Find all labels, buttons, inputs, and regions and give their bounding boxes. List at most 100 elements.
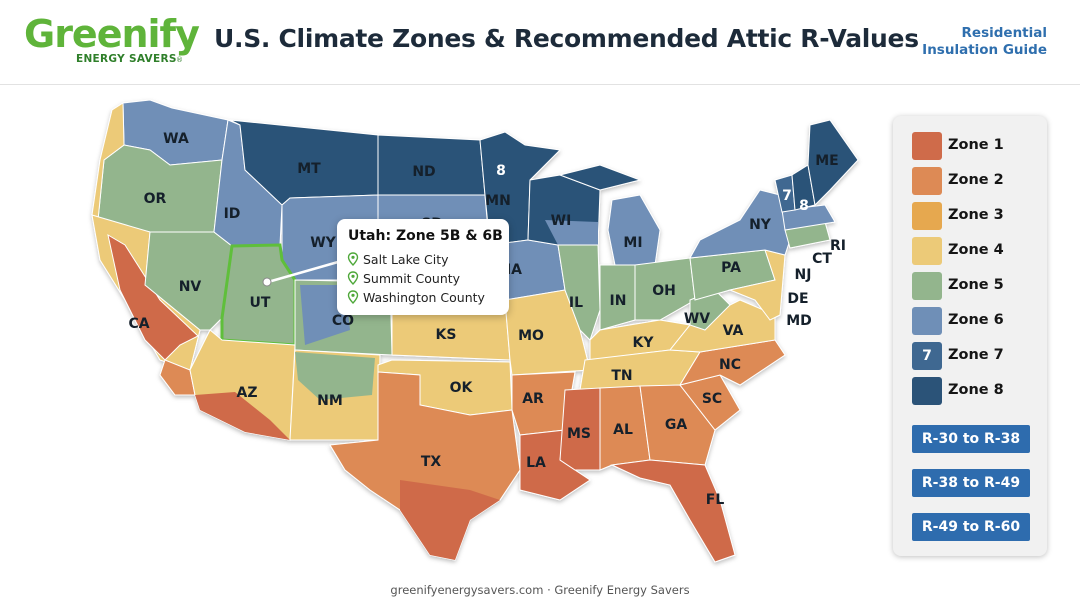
r-value-button[interactable]: R-49 to R-60 <box>912 513 1030 541</box>
label-ky: KY <box>633 335 655 351</box>
label-wv: WV <box>684 311 710 327</box>
zone-7-label: Zone 7 <box>948 347 1004 363</box>
page-title: U.S. Climate Zones & Recommended Attic R… <box>214 24 919 53</box>
label-ms: MS <box>567 426 591 442</box>
legend-zone-3[interactable]: Zone 3 <box>912 202 1042 230</box>
label-md: MD <box>786 313 812 329</box>
header: Greenify ENERGY SAVERS ® U.S. Climate Zo… <box>0 0 1080 85</box>
greenify-logo[interactable]: Greenify ENERGY SAVERS ® <box>24 12 200 70</box>
label-pa: PA <box>721 260 741 276</box>
label-mn: MN <box>485 193 511 209</box>
label-az: AZ <box>237 385 258 401</box>
legend-zone-5[interactable]: Zone 5 <box>912 272 1042 300</box>
map-pin-icon <box>347 271 359 285</box>
zone-4-swatch <box>912 237 942 265</box>
label-vt-zone: 7 <box>782 188 792 204</box>
label-de: DE <box>787 291 808 307</box>
label-in: IN <box>610 293 627 309</box>
zone-8-label: Zone 8 <box>948 382 1004 398</box>
zone-1-swatch <box>912 132 942 160</box>
label-ia: IA <box>506 262 522 278</box>
label-la: LA <box>526 455 546 471</box>
zone-1-label: Zone 1 <box>948 137 1004 153</box>
region-ca-south <box>159 359 196 396</box>
label-id: ID <box>224 206 241 222</box>
r-value-button[interactable]: R-38 to R-49 <box>912 469 1030 497</box>
region-coast-nw <box>91 102 125 221</box>
region-ga[interactable] <box>639 384 716 466</box>
map-pin-icon <box>347 252 359 266</box>
label-oh: OH <box>652 283 676 299</box>
guide-label: Residential Insulation Guide <box>922 25 1047 59</box>
location-name: Summit County <box>363 271 461 286</box>
region-oh[interactable] <box>634 257 696 321</box>
region-ca[interactable] <box>107 233 199 361</box>
region-me[interactable] <box>807 119 859 207</box>
legend-zone-6[interactable]: Zone 6 <box>912 307 1042 335</box>
label-va: VA <box>723 323 744 339</box>
legend-zone-8[interactable]: Zone 8 <box>912 377 1042 405</box>
zone-4-label: Zone 4 <box>948 242 1004 258</box>
label-nv: NV <box>179 279 202 295</box>
legend-zone-4[interactable]: Zone 4 <box>912 237 1042 265</box>
logo-wordmark: Greenify <box>24 12 200 56</box>
region-mi[interactable] <box>607 194 661 266</box>
footer-credit: greenifyenergysavers.com · Greenify Ener… <box>390 583 690 597</box>
label-wi: WI <box>551 213 572 229</box>
zone-3-swatch <box>912 202 942 230</box>
region-nm-north <box>295 352 375 400</box>
guide-line-1: Residential <box>961 25 1047 41</box>
label-ks: KS <box>436 327 457 343</box>
label-ny: NY <box>749 217 772 233</box>
label-nj: NJ <box>795 267 812 283</box>
region-va[interactable] <box>669 299 776 353</box>
location-item: Summit County <box>347 271 460 289</box>
location-item: Washington County <box>347 290 485 308</box>
region-ny[interactable] <box>689 189 791 259</box>
location-name: Salt Lake City <box>363 252 449 267</box>
zone-7-swatch: 7 <box>912 342 942 370</box>
label-il: IL <box>569 295 583 311</box>
zone-5-label: Zone 5 <box>948 277 1004 293</box>
label-nd: ND <box>412 164 435 180</box>
label-or: OR <box>144 191 167 207</box>
zone-6-label: Zone 6 <box>948 312 1004 328</box>
label-fl: FL <box>706 492 725 508</box>
zone-3-label: Zone 3 <box>948 207 1004 223</box>
region-tx-south <box>400 480 500 560</box>
callout-title: Utah: Zone 5B & 6B <box>348 228 503 244</box>
label-nc: NC <box>719 357 741 373</box>
callout-connector <box>267 260 339 284</box>
label-nh-zone: 8 <box>799 198 809 214</box>
label-ok: OK <box>450 380 474 396</box>
region-ms[interactable] <box>559 387 601 471</box>
label-wy: WY <box>310 235 336 251</box>
label-al: AL <box>613 422 633 438</box>
region-wi-south <box>545 220 598 245</box>
label-ga: GA <box>665 417 687 433</box>
guide-line-2: Insulation Guide <box>922 42 1047 58</box>
label-wa: WA <box>163 131 189 147</box>
label-mi: MI <box>623 235 642 251</box>
legend-zone-1[interactable]: Zone 1 <box>912 132 1042 160</box>
label-mo: MO <box>518 328 544 344</box>
region-mid-atlantic <box>728 249 786 321</box>
label-ar: AR <box>522 391 544 407</box>
label-ri: RI <box>830 238 846 254</box>
label-ut: UT <box>250 295 271 311</box>
label-ct: CT <box>812 251 832 267</box>
climate-zone-map: WA OR CA NV ID MT WY UT CO AZ NM ND SD N… <box>91 99 859 563</box>
r-value-button[interactable]: R-30 to R-38 <box>912 425 1030 453</box>
legend-zone-7[interactable]: 7 Zone 7 <box>912 342 1042 370</box>
label-co: CO <box>332 313 354 329</box>
region-az-south <box>195 392 290 440</box>
region-fl[interactable] <box>610 459 736 563</box>
legend-zone-2[interactable]: Zone 2 <box>912 167 1042 195</box>
zone-5-swatch <box>912 272 942 300</box>
region-mi-upper <box>558 164 642 191</box>
label-tx: TX <box>421 454 442 470</box>
label-sc: SC <box>702 391 722 407</box>
utah-marker[interactable] <box>262 277 272 287</box>
label-tn: TN <box>611 368 632 384</box>
location-name: Washington County <box>363 290 485 305</box>
